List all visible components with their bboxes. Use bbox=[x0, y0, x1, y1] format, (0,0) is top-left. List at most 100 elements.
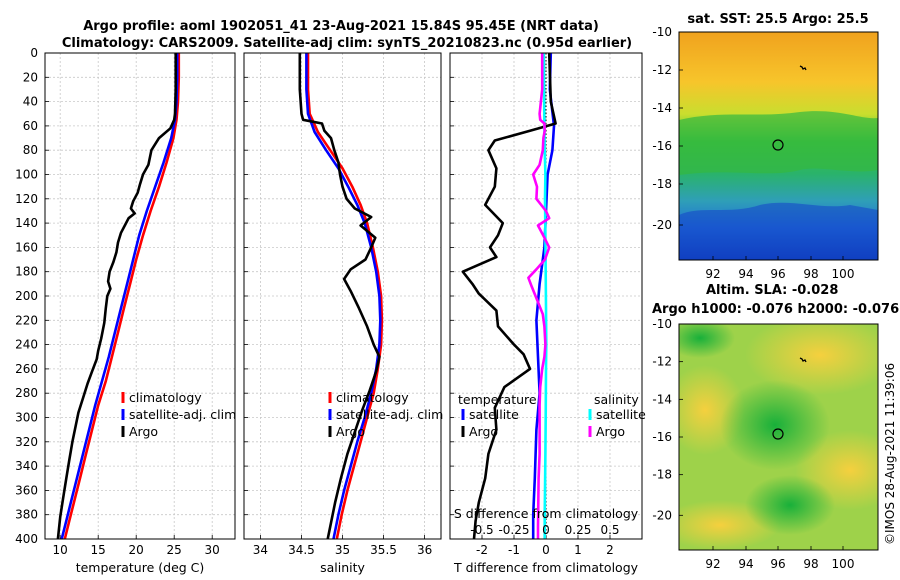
depth-tick-label: 120 bbox=[15, 192, 38, 206]
depth-tick-label: 220 bbox=[15, 313, 38, 327]
depth-axis-labels: 0 20 40 60 80 100 120 140 160 180 200 220 240 260 280 3… bbox=[15, 46, 38, 546]
s-tick-label: -0.25 bbox=[498, 523, 529, 537]
map-x-tick-label: 92 bbox=[705, 267, 720, 281]
series-line bbox=[60, 53, 179, 540]
sla-low-anomaly bbox=[679, 324, 735, 358]
x-tick-label: 15 bbox=[91, 543, 106, 557]
series-line bbox=[306, 53, 384, 540]
map-y-tick-label: -10 bbox=[652, 317, 672, 331]
difference-panel: -2 -1 0 1 2 T difference from climatology temp… bbox=[449, 52, 646, 575]
depth-tick-label: 80 bbox=[23, 143, 38, 157]
plot-frame bbox=[449, 52, 643, 540]
series-line bbox=[305, 53, 382, 540]
map-y-tick-label: -16 bbox=[652, 139, 672, 153]
map-y-tick-label: -18 bbox=[652, 177, 672, 191]
sla-axis-ticks: -10 -12 -14 -16 -18 -20 92 94 96 98 100 bbox=[652, 317, 854, 571]
depth-tick-label: 400 bbox=[15, 532, 38, 546]
series-line bbox=[527, 53, 551, 539]
map-x-tick-label: 96 bbox=[770, 267, 785, 281]
map-y-tick-label: -18 bbox=[652, 468, 672, 482]
x-tick-label: 10 bbox=[53, 543, 68, 557]
map-x-tick-label: 92 bbox=[705, 557, 720, 571]
s-tick-label: -0.5 bbox=[470, 523, 493, 537]
sst-axis-ticks: -10 -12 -14 -16 -18 -20 92 94 96 98 100 bbox=[652, 25, 854, 281]
map-x-tick-label: 100 bbox=[832, 557, 855, 571]
sst-front bbox=[679, 111, 878, 175]
map-y-tick-label: -14 bbox=[652, 101, 672, 115]
x-tick-label: 20 bbox=[129, 543, 144, 557]
depth-tick-label: 180 bbox=[15, 265, 38, 279]
depth-tick-label: 160 bbox=[15, 240, 38, 254]
depth-tick-label: 380 bbox=[15, 508, 38, 522]
legend-label: satellite bbox=[596, 407, 646, 422]
series-line bbox=[461, 52, 557, 540]
x-axis-label: temperature (deg C) bbox=[76, 560, 205, 575]
map-y-tick-label: -12 bbox=[652, 355, 672, 369]
x-tick-label: 34 bbox=[253, 543, 268, 557]
sst-map-title: sat. SST: 25.5 Argo: 25.5 bbox=[687, 12, 868, 27]
sla-low-anomaly bbox=[720, 380, 830, 470]
map-y-tick-label: -20 bbox=[652, 508, 672, 522]
map-y-tick-label: -10 bbox=[652, 25, 672, 39]
sst-map: sat. SST: 25.5 Argo: 25.5 -10 -12 -14 -16 -1… bbox=[652, 12, 879, 281]
legend-label: climatology bbox=[129, 390, 202, 405]
map-x-tick-label: 96 bbox=[770, 557, 785, 571]
sla-low-anomaly bbox=[745, 475, 835, 535]
depth-tick-label: 200 bbox=[15, 289, 38, 303]
plot-area bbox=[45, 53, 235, 539]
s-tick-label: 0.25 bbox=[565, 523, 592, 537]
x-tick-label: 25 bbox=[167, 543, 182, 557]
s-tick-label: 0.5 bbox=[600, 523, 619, 537]
s-axis-label: S difference from climatology bbox=[454, 506, 639, 521]
map-y-tick-label: -12 bbox=[652, 63, 672, 77]
depth-tick-label: 300 bbox=[15, 411, 38, 425]
legend-label: Argo bbox=[596, 424, 625, 439]
depth-tick-label: 140 bbox=[15, 216, 38, 230]
x-tick-label: 35.5 bbox=[370, 543, 397, 557]
x-tick-label: 2 bbox=[606, 543, 614, 557]
x-tick-label: -1 bbox=[508, 543, 520, 557]
depth-tick-label: 100 bbox=[15, 168, 38, 182]
sst-argo-marker bbox=[772, 139, 784, 151]
chart-title-line2: Climatology: CARS2009. Satellite-adj cli… bbox=[62, 36, 632, 51]
salinity-panel: 34 34.5 35 35.5 36 salinity climatology satelli… bbox=[243, 52, 443, 575]
legend-label: satellite bbox=[469, 407, 519, 422]
x-tick-label: 34.5 bbox=[288, 543, 315, 557]
depth-tick-label: 40 bbox=[23, 95, 38, 109]
map-y-tick-label: -16 bbox=[652, 430, 672, 444]
depth-tick-label: 340 bbox=[15, 459, 38, 473]
plot-frame bbox=[44, 52, 236, 540]
sla-map-title2: Argo h1000: -0.076 h2000: -0.076 bbox=[652, 302, 899, 317]
legend-label: Argo bbox=[336, 424, 365, 439]
depth-tick-label: 240 bbox=[15, 338, 38, 352]
legend-label: satellite-adj. clim bbox=[129, 407, 236, 422]
series-line bbox=[63, 53, 181, 540]
series-line bbox=[56, 53, 177, 540]
map-x-tick-label: 94 bbox=[738, 267, 753, 281]
map-x-tick-label: 98 bbox=[803, 557, 818, 571]
sla-island-mark bbox=[799, 357, 807, 363]
legend-label: satellite-adj. clim bbox=[336, 407, 443, 422]
depth-tick-label: 0 bbox=[30, 46, 38, 60]
depth-tick-label: 320 bbox=[15, 435, 38, 449]
depth-tick-label: 260 bbox=[15, 362, 38, 376]
sst-cold-water bbox=[679, 202, 878, 260]
depth-tick-label: 280 bbox=[15, 386, 38, 400]
x-tick-label: 35 bbox=[335, 543, 350, 557]
x-tick-label: 30 bbox=[205, 543, 220, 557]
map-x-tick-label: 94 bbox=[738, 557, 753, 571]
x-axis-label: salinity bbox=[320, 560, 365, 575]
sla-argo-marker bbox=[772, 428, 784, 440]
legend-header: salinity bbox=[594, 392, 639, 407]
series-line bbox=[531, 52, 556, 539]
series-line bbox=[298, 53, 381, 540]
sla-high-anomaly bbox=[745, 324, 878, 395]
depth-tick-label: 20 bbox=[23, 70, 38, 84]
sst-island-mark bbox=[799, 65, 807, 71]
plot-frame bbox=[243, 52, 442, 540]
s-tick-label: 0 bbox=[542, 523, 550, 537]
map-x-tick-label: 98 bbox=[803, 267, 818, 281]
x-tick-label: 36 bbox=[417, 543, 432, 557]
